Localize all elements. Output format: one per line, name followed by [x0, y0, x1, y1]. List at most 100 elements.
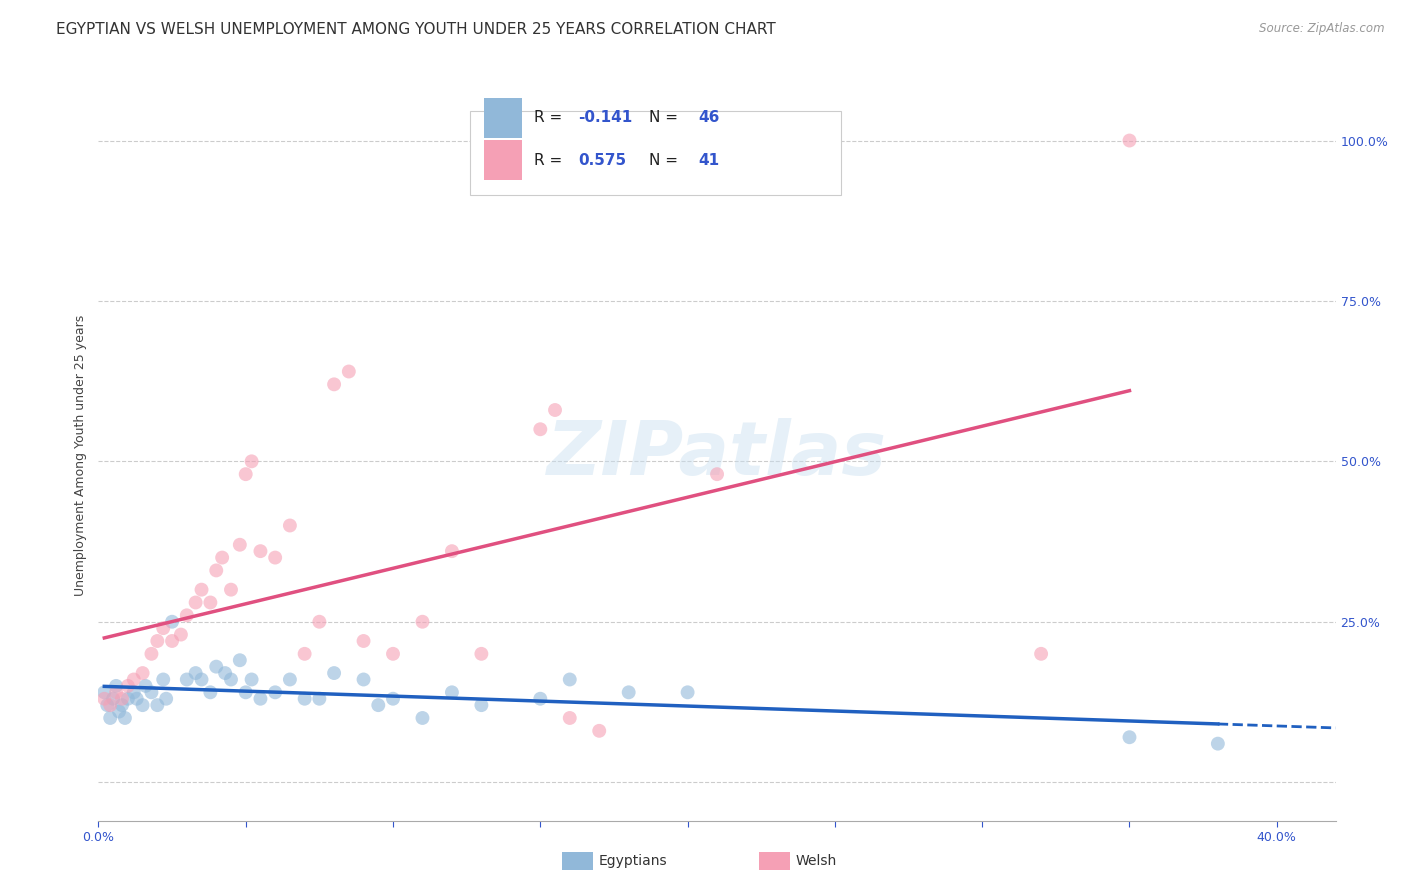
Point — [294, 647, 316, 661]
Point — [323, 666, 346, 681]
Point — [176, 673, 198, 687]
Point — [111, 691, 134, 706]
Text: EGYPTIAN VS WELSH UNEMPLOYMENT AMONG YOUTH UNDER 25 YEARS CORRELATION CHART: EGYPTIAN VS WELSH UNEMPLOYMENT AMONG YOU… — [56, 22, 776, 37]
Point — [125, 691, 148, 706]
Point — [205, 563, 228, 577]
Text: R =: R = — [534, 153, 562, 168]
Point — [131, 698, 153, 713]
FancyBboxPatch shape — [470, 112, 841, 195]
Point — [205, 659, 228, 673]
Point — [170, 627, 193, 641]
Point — [229, 653, 252, 667]
Point — [141, 647, 163, 661]
Point — [1118, 730, 1140, 744]
Point — [93, 685, 115, 699]
Point — [411, 615, 433, 629]
Point — [544, 403, 567, 417]
Text: 41: 41 — [699, 153, 720, 168]
Point — [190, 673, 212, 687]
Point — [108, 705, 131, 719]
Point — [529, 691, 551, 706]
Point — [235, 467, 257, 482]
Y-axis label: Unemployment Among Youth under 25 years: Unemployment Among Youth under 25 years — [75, 314, 87, 596]
Point — [529, 422, 551, 436]
Point — [353, 673, 375, 687]
Point — [558, 711, 581, 725]
Point — [337, 364, 360, 378]
Point — [98, 698, 121, 713]
Point — [617, 685, 640, 699]
Text: -0.141: -0.141 — [578, 111, 633, 126]
Point — [98, 711, 121, 725]
Point — [219, 673, 242, 687]
Point — [122, 673, 145, 687]
Point — [122, 685, 145, 699]
Point — [101, 691, 124, 706]
Text: ZIPatlas: ZIPatlas — [547, 418, 887, 491]
Point — [184, 595, 207, 609]
Point — [229, 538, 252, 552]
Point — [1029, 647, 1052, 661]
Point — [294, 691, 316, 706]
Point — [706, 467, 728, 482]
Point — [214, 666, 236, 681]
Point — [440, 685, 463, 699]
Text: 46: 46 — [699, 111, 720, 126]
Point — [249, 691, 271, 706]
Point — [382, 647, 405, 661]
Point — [440, 544, 463, 558]
Point — [470, 647, 492, 661]
Point — [105, 679, 128, 693]
Point — [146, 698, 169, 713]
Point — [588, 723, 610, 738]
Text: 0.575: 0.575 — [578, 153, 627, 168]
Point — [235, 685, 257, 699]
Text: Egyptians: Egyptians — [599, 854, 668, 868]
Point — [278, 518, 301, 533]
Point — [96, 698, 118, 713]
Point — [676, 685, 699, 699]
Point — [240, 673, 263, 687]
Point — [1118, 134, 1140, 148]
Point — [323, 377, 346, 392]
Point — [111, 698, 134, 713]
Point — [160, 615, 183, 629]
Point — [249, 544, 271, 558]
Point — [117, 691, 139, 706]
Point — [152, 673, 174, 687]
Point — [160, 634, 183, 648]
Point — [184, 666, 207, 681]
Point — [131, 666, 153, 681]
Point — [308, 615, 330, 629]
Point — [93, 691, 115, 706]
Point — [308, 691, 330, 706]
Point — [114, 711, 136, 725]
Point — [470, 698, 492, 713]
Point — [155, 691, 177, 706]
Point — [105, 685, 128, 699]
Point — [1206, 737, 1229, 751]
Text: R =: R = — [534, 111, 562, 126]
Point — [200, 685, 222, 699]
Point — [367, 698, 389, 713]
Point — [278, 673, 301, 687]
Point — [141, 685, 163, 699]
Bar — [485, 140, 522, 180]
Point — [146, 634, 169, 648]
Point — [219, 582, 242, 597]
Text: N =: N = — [650, 153, 678, 168]
Point — [264, 685, 287, 699]
Point — [176, 608, 198, 623]
Point — [264, 550, 287, 565]
Point — [152, 621, 174, 635]
Point — [117, 679, 139, 693]
Point — [240, 454, 263, 468]
Point — [382, 691, 405, 706]
Text: Welsh: Welsh — [796, 854, 837, 868]
Point — [353, 634, 375, 648]
Point — [411, 711, 433, 725]
Point — [200, 595, 222, 609]
Point — [211, 550, 233, 565]
Text: Source: ZipAtlas.com: Source: ZipAtlas.com — [1260, 22, 1385, 36]
Text: N =: N = — [650, 111, 678, 126]
